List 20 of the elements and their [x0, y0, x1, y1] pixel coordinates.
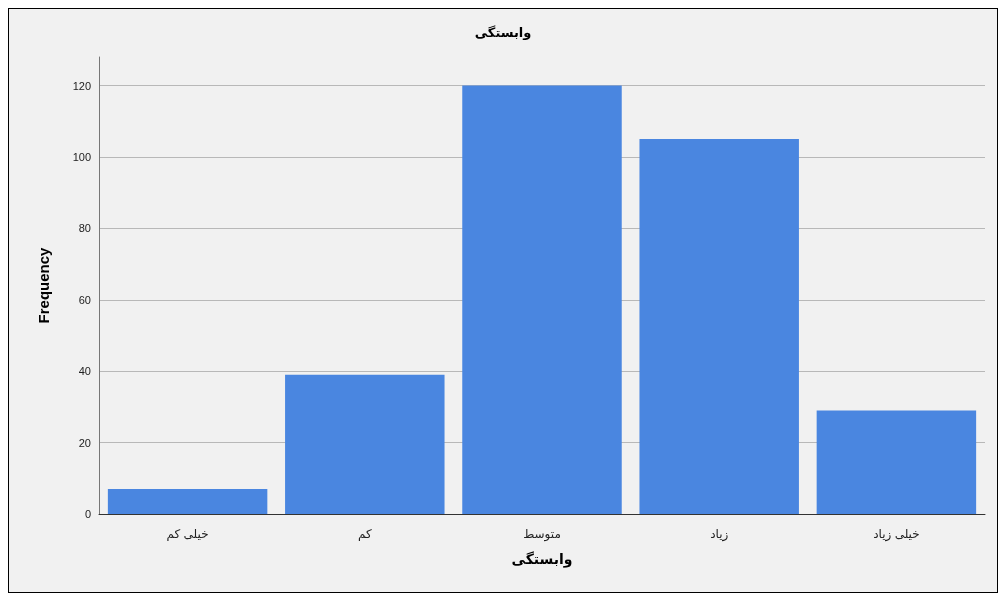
- y-axis-title: Frequency: [35, 246, 52, 324]
- x-tick-label: متوسط: [523, 527, 561, 542]
- y-tick-label: 20: [78, 436, 91, 449]
- y-tick-label: 60: [78, 293, 91, 306]
- x-tick-label: کم: [357, 527, 372, 541]
- y-tick-label: 100: [72, 150, 91, 163]
- chart-title: وابستگی: [474, 25, 532, 40]
- bar: [639, 139, 799, 514]
- y-tick-label: 0: [84, 508, 91, 520]
- bar: [462, 85, 622, 514]
- x-axis-title: وابستگی: [511, 551, 573, 568]
- bar: [107, 489, 268, 514]
- x-tick-label: خیلی کم: [166, 527, 209, 541]
- bar: [285, 374, 445, 514]
- x-tick-label: زیاد: [710, 527, 729, 542]
- y-tick-label: 40: [78, 365, 91, 378]
- y-tick-label: 80: [78, 222, 91, 235]
- bar: [816, 410, 977, 514]
- x-tick-label: خیلی زیاد: [873, 527, 920, 542]
- y-tick-label: 120: [72, 79, 91, 92]
